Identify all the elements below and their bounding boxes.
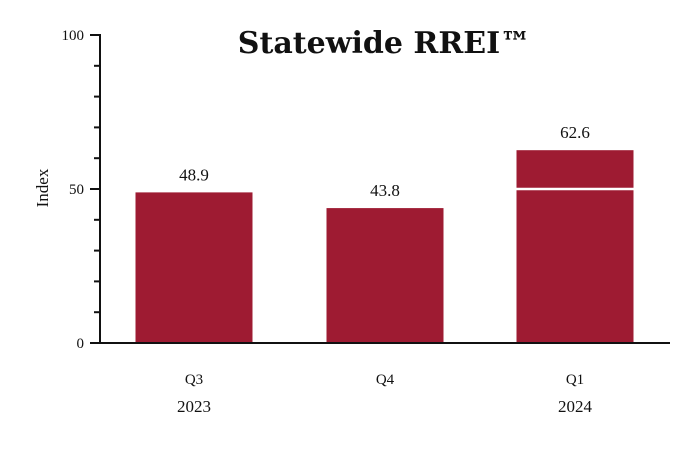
x-tick-label-q3: Q3 [185, 372, 203, 388]
y-tick-label-0: 0 [77, 336, 85, 352]
axes-layer: Q3 2023 Q4 Q1 2024 0 50 100 [62, 28, 670, 416]
chart-title: Statewide RREI™ [238, 26, 530, 61]
y-tick-label-100: 100 [62, 28, 85, 44]
y-axis-label: Index [33, 168, 52, 207]
x-year-label-2024: 2024 [558, 397, 593, 416]
value-label-q4: 43.8 [370, 181, 400, 200]
bar-q3 [135, 192, 253, 343]
bar-q1 [516, 150, 634, 343]
value-label-q1: 62.6 [560, 123, 590, 142]
x-tick-label-q4: Q4 [376, 372, 395, 388]
bar-q4 [326, 208, 444, 343]
value-label-q3: 48.9 [179, 165, 209, 184]
x-year-label-2023: 2023 [177, 397, 211, 416]
x-tick-label-q1: Q1 [566, 372, 584, 388]
y-tick-label-50: 50 [69, 182, 84, 198]
bars-layer: 48.9 43.8 62.6 [135, 123, 634, 343]
